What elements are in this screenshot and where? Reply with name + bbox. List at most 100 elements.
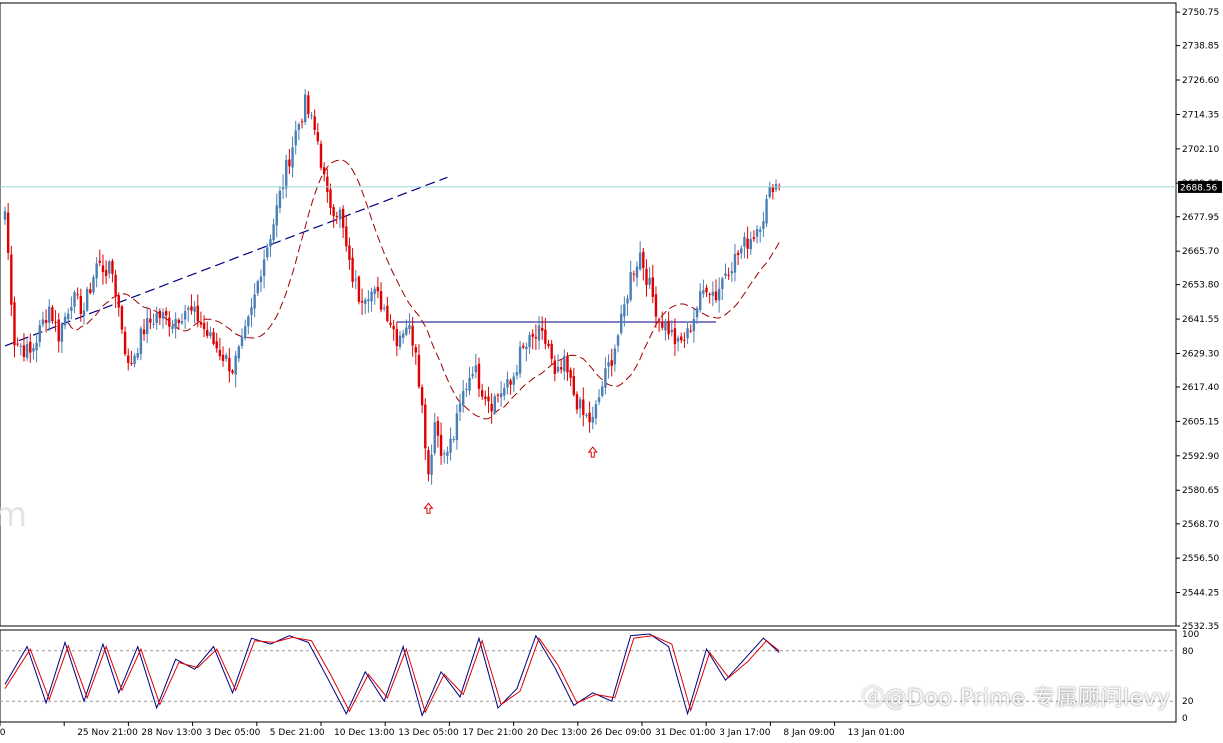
candle-body	[626, 298, 629, 304]
candle-body	[477, 363, 481, 389]
candle-body	[771, 187, 775, 193]
candle-body	[212, 332, 215, 345]
candle-body	[420, 387, 424, 406]
candle-body	[82, 310, 86, 316]
candle-body	[338, 209, 342, 220]
candle-body	[604, 368, 607, 388]
oscillator-plot-border	[0, 629, 1177, 723]
oscillator-tick-label: 100	[1182, 630, 1199, 640]
candle-body	[259, 276, 263, 283]
candle-body	[164, 311, 168, 316]
price-tick-label: 2605.15	[1182, 417, 1219, 427]
candle-body	[714, 291, 718, 301]
candle-body	[638, 252, 642, 270]
candle-body	[316, 132, 320, 142]
candle-body	[740, 248, 743, 254]
candle-body	[613, 348, 617, 365]
candle-body	[79, 295, 83, 315]
trendline-segment	[4, 176, 448, 347]
time-tick-label: 10 Dec 13:00	[334, 728, 395, 738]
candle-body	[155, 312, 158, 324]
candle-body	[307, 95, 310, 115]
up-arrow-icon	[423, 502, 434, 514]
candle-body	[702, 290, 705, 294]
candle-body	[161, 312, 165, 319]
candle-body	[117, 295, 120, 308]
candle-body	[120, 306, 124, 330]
candle-body	[667, 320, 670, 335]
candle-body	[553, 360, 557, 374]
candle-body	[376, 287, 380, 292]
candle-body	[373, 288, 376, 294]
candle-body	[130, 362, 133, 364]
candle-body	[556, 366, 560, 372]
candle-body	[559, 367, 563, 370]
candle-body	[297, 124, 301, 131]
candle-body	[721, 278, 724, 290]
candle-body	[743, 236, 746, 247]
candle-body	[278, 190, 282, 209]
candle-body	[727, 274, 730, 276]
candle-body	[436, 420, 440, 436]
time-tick-label: 17 Dec 21:00	[462, 728, 523, 738]
candle-body	[601, 386, 604, 396]
price-tick-label: 2702.10	[1182, 145, 1219, 155]
trendline	[4, 176, 448, 347]
candle-body	[76, 294, 79, 296]
candle-body	[313, 116, 316, 130]
candle-body	[680, 336, 683, 341]
candle-body	[291, 147, 294, 168]
candle-body	[547, 343, 550, 346]
candle-body	[152, 323, 155, 325]
candle-body	[209, 332, 212, 337]
time-tick-label: 3 Jan 17:00	[719, 728, 771, 738]
watermark-text: ⓓ@Doo Prime 专属顾问levy	[862, 686, 1171, 711]
candle-body	[111, 260, 114, 274]
candle-body	[443, 453, 446, 455]
price-axis: 2750.752738.852726.602714.352702.102689.…	[0, 8, 1222, 632]
candle-body	[401, 333, 405, 338]
candle-body	[22, 345, 26, 358]
candle-body	[405, 327, 408, 335]
candle-body	[607, 362, 610, 367]
candle-body	[133, 355, 136, 365]
candle-body	[749, 239, 752, 250]
candle-body	[139, 328, 143, 355]
current-price-label: 2688.56	[1180, 183, 1217, 193]
candle-body	[594, 404, 598, 419]
candle-body	[345, 226, 348, 247]
candle-body	[73, 292, 76, 307]
candle-body	[455, 413, 459, 441]
candle-body	[70, 306, 73, 311]
candle-body	[755, 229, 759, 237]
candle-body	[51, 307, 54, 322]
candle-body	[240, 336, 244, 346]
candle-body	[585, 415, 588, 417]
candle-body	[108, 261, 111, 274]
candle-body	[285, 159, 288, 189]
candle-body	[225, 355, 228, 360]
candle-body	[183, 311, 187, 320]
candle-body	[348, 245, 351, 260]
main-plot-frame	[0, 2, 1177, 723]
time-tick-label: 26 Dec 09:00	[591, 728, 652, 738]
candle-body	[231, 370, 234, 373]
price-tick-label: 2532.35	[1182, 622, 1219, 632]
candle-body	[16, 343, 19, 345]
candle-body	[506, 379, 509, 388]
candle-body	[708, 293, 711, 295]
candle-body	[127, 355, 130, 364]
oscillator-tick-label: 0	[1182, 714, 1188, 724]
candle-body	[48, 306, 51, 323]
time-tick-label: 20 Dec 13:00	[527, 728, 588, 738]
price-tick-label: 2677.95	[1182, 213, 1219, 223]
candle-body	[746, 238, 749, 249]
candle-body	[19, 345, 22, 347]
up-arrow-icon	[587, 446, 598, 458]
candle-body	[310, 115, 313, 117]
candle-body	[218, 349, 222, 357]
candle-body	[522, 345, 525, 348]
candle-body	[657, 319, 661, 321]
candle-body	[114, 274, 117, 296]
